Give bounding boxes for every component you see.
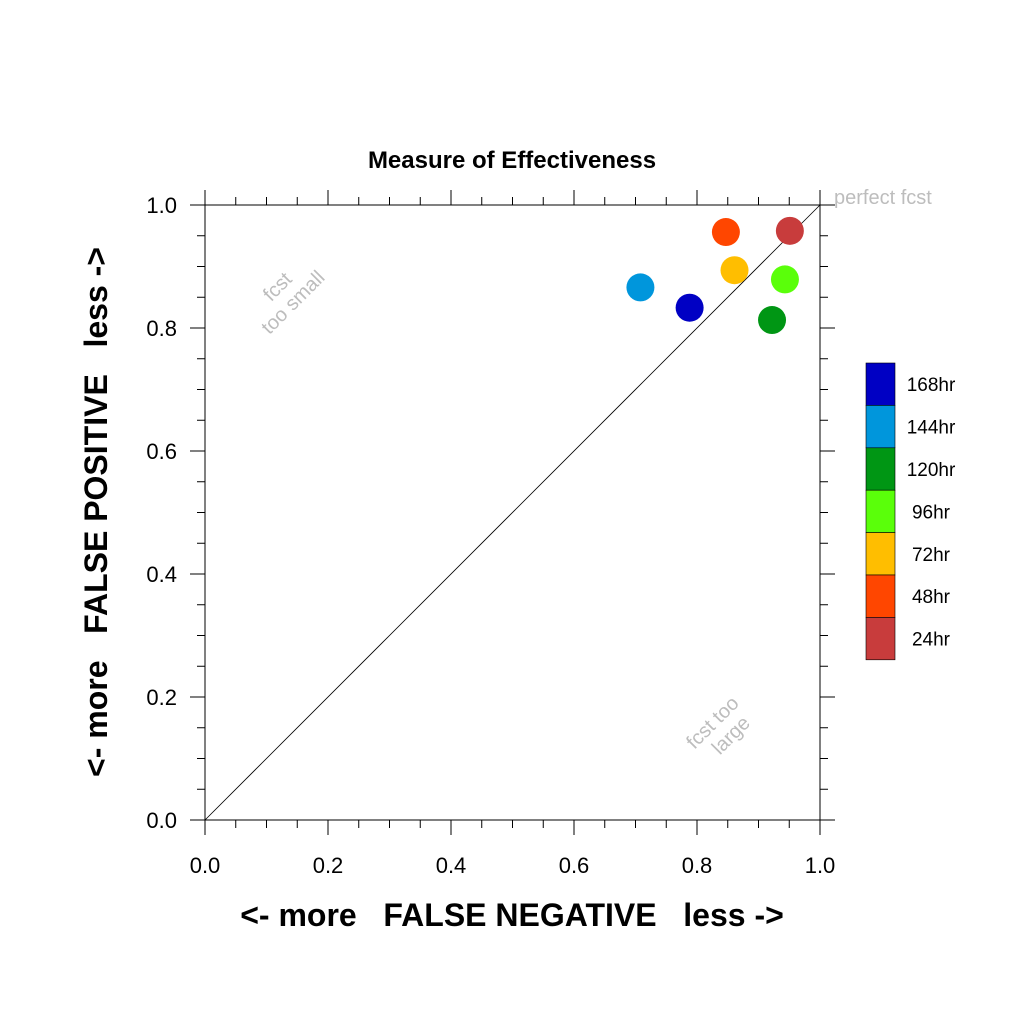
x-tick-label: 0.8 <box>682 853 713 878</box>
data-point-144hr <box>626 273 655 302</box>
x-tick-label: 1.0 <box>805 853 836 878</box>
legend-swatch-168hr <box>865 362 896 406</box>
perfect-forecast-label: perfect fcst <box>834 187 932 209</box>
legend-label-120hr: 120hr <box>907 460 956 481</box>
legend-swatch-96hr <box>865 489 896 533</box>
data-point-24hr <box>775 216 804 245</box>
x-tick-label: 0.2 <box>313 853 344 878</box>
x-tick-label: 0.4 <box>436 853 467 878</box>
legend-label-168hr: 168hr <box>907 375 956 396</box>
too-large-annotation: fcst too large <box>682 692 754 759</box>
too-small-line2: too small <box>257 267 329 339</box>
legend-label-24hr: 24hr <box>912 630 951 651</box>
y-tick-label: 0.4 <box>146 562 177 587</box>
legend-swatch-24hr <box>865 617 896 661</box>
x-tick-label: 0.0 <box>190 853 221 878</box>
y-axis-label: <- more FALSE POSITIVE less -> <box>78 247 114 777</box>
data-point-72hr <box>720 256 749 285</box>
perfect-forecast-diagonal <box>204 204 821 821</box>
legend-label-72hr: 72hr <box>912 545 951 566</box>
y-tick-label: 1.0 <box>146 193 177 218</box>
legend-label-96hr: 96hr <box>912 502 951 523</box>
x-tick-label: 0.6 <box>559 853 590 878</box>
y-tick-label: 0.8 <box>146 316 177 341</box>
legend-swatch-120hr <box>865 447 896 491</box>
y-tick-label: 0.6 <box>146 439 177 464</box>
y-tick-label: 0.2 <box>146 685 177 710</box>
legend-label-48hr: 48hr <box>912 587 951 608</box>
legend-label-144hr: 144hr <box>907 418 956 439</box>
y-tick-label: 0.0 <box>146 808 177 833</box>
axis-ticks <box>190 190 835 835</box>
x-axis-label: <- more FALSE NEGATIVE less -> <box>240 897 784 933</box>
data-point-96hr <box>770 265 799 294</box>
legend-swatch-144hr <box>865 405 896 449</box>
data-point-168hr <box>675 293 704 322</box>
tick-labels: 0.0 0.2 0.4 0.6 0.8 1.0 0.0 0.2 0.4 0.6 0.8 1.0 <box>146 193 835 878</box>
legend: 168hr 144hr 120hr 96hr 72hr 48hr 24hr <box>865 362 956 661</box>
too-small-annotation: fcst too small <box>257 267 329 339</box>
chart-title: Measure of Effectiveness <box>368 147 656 174</box>
legend-swatch-48hr <box>865 574 896 618</box>
data-point-120hr <box>758 306 787 335</box>
legend-swatch-72hr <box>865 532 896 576</box>
data-point-48hr <box>711 218 740 247</box>
data-points <box>626 216 804 335</box>
